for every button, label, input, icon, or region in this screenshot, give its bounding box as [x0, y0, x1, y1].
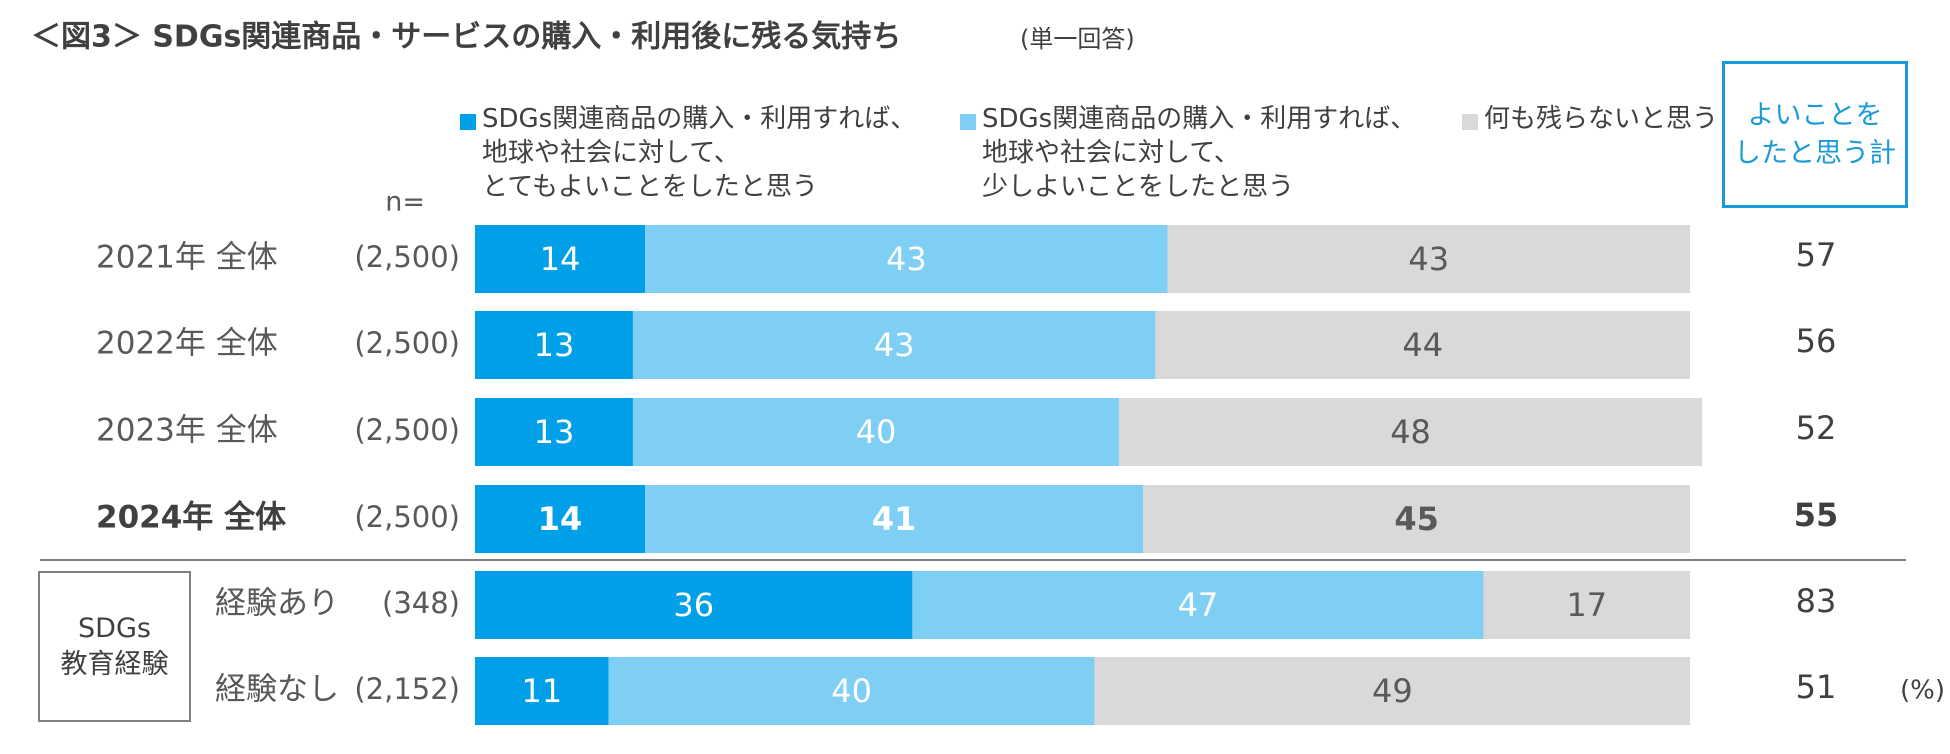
bar-segment [912, 571, 1484, 639]
category-label: 経験なし [215, 672, 339, 708]
sample-size: (348) [382, 586, 460, 620]
bar-segment [1094, 657, 1690, 725]
bar-segment [1155, 311, 1690, 379]
chart-title: ＜図3＞ SDGs関連商品・サービスの購入・利用後に残る気持ち [31, 20, 901, 55]
data-label: 48 [1390, 413, 1431, 451]
legend-label: SDGs関連商品の購入・利用すれば、 地球や社会に対して、 とてもよいことをした… [482, 104, 917, 202]
bar-segment [1167, 225, 1690, 293]
data-label: 40 [856, 413, 897, 451]
legend-swatch [960, 114, 976, 130]
sample-size: (2,500) [354, 326, 460, 360]
category-label: 2021年 全体 [96, 240, 278, 276]
total-value: 52 [1796, 409, 1837, 447]
category-label: 経験あり [215, 586, 339, 622]
total-value: 55 [1794, 496, 1839, 534]
legend-swatch [460, 114, 476, 130]
legend-label: SDGs関連商品の購入・利用すれば、 地球や社会に対して、 少しよいことをしたと… [982, 104, 1417, 202]
data-label: 45 [1394, 500, 1439, 538]
data-label: 14 [538, 500, 583, 538]
data-label: 43 [886, 240, 927, 278]
chart-subtitle: (単一回答) [1020, 25, 1135, 53]
bar-segment [475, 225, 646, 293]
bar-segment [608, 657, 1095, 725]
bar-segment [475, 485, 646, 553]
bar-segment [475, 571, 913, 639]
data-label: 43 [874, 326, 915, 364]
bar-segment [475, 398, 633, 466]
data-label: 43 [1408, 240, 1449, 278]
data-label: 11 [521, 672, 562, 710]
bar-segment [632, 311, 1156, 379]
total-value: 57 [1796, 236, 1837, 274]
data-label: 14 [540, 240, 581, 278]
sample-size: (2,500) [354, 240, 460, 274]
category-label: 2024年 全体 [96, 500, 286, 536]
sample-size: (2,500) [354, 500, 460, 534]
total-value: 56 [1796, 322, 1837, 360]
total-value: 51 [1796, 668, 1837, 706]
data-label: 49 [1372, 672, 1413, 710]
bar-segment [1483, 571, 1690, 639]
data-label: 44 [1402, 326, 1443, 364]
data-label: 47 [1178, 586, 1219, 624]
bar-segment [632, 398, 1119, 466]
bar-segment [475, 657, 609, 725]
group-label: SDGs 教育経験 [38, 571, 191, 722]
bar-segment [645, 485, 1144, 553]
data-label: 36 [673, 586, 714, 624]
sample-size: (2,152) [354, 672, 460, 706]
sample-size: (2,500) [354, 413, 460, 447]
data-label: 13 [534, 413, 575, 451]
bar-segment [1143, 485, 1690, 553]
unit-label: (%) [1900, 676, 1945, 706]
total-header: よいことを したと思う計 [1722, 61, 1908, 208]
legend-label: 何も残らないと思う [1484, 104, 1719, 134]
data-label: 13 [534, 326, 575, 364]
data-label: 41 [872, 500, 917, 538]
category-label: 2022年 全体 [96, 326, 278, 362]
bar-segment [645, 225, 1168, 293]
total-value: 83 [1796, 582, 1837, 620]
legend-swatch [1462, 114, 1478, 130]
n-label: n= [385, 187, 425, 218]
bar-segment [1118, 398, 1703, 466]
category-label: 2023年 全体 [96, 413, 278, 449]
data-label: 40 [831, 672, 872, 710]
bar-segment [475, 311, 633, 379]
data-label: 17 [1566, 586, 1607, 624]
